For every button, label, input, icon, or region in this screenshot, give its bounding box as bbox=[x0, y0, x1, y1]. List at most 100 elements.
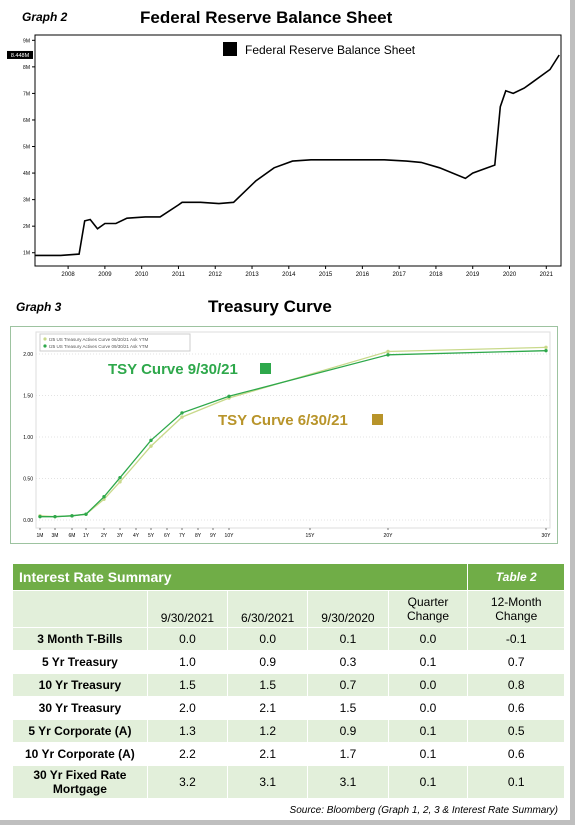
table-cell: 0.6 bbox=[467, 696, 565, 720]
plot-area bbox=[35, 331, 551, 529]
table-row: 30 Yr Treasury 2.0 2.1 1.5 0.0 0.6 bbox=[12, 696, 565, 720]
table-cell: 0.9 bbox=[227, 650, 309, 674]
curve-point-jun bbox=[180, 415, 184, 419]
x-tick-label: 5Y bbox=[148, 533, 155, 539]
legend-label: I25 US Treasury Actives Curve 06/30/21 A… bbox=[49, 337, 148, 342]
x-tick-label: 2012 bbox=[209, 272, 223, 278]
curve-point-jun bbox=[544, 345, 548, 350]
column-header bbox=[12, 590, 148, 628]
y-tick-label: 1.50 bbox=[23, 394, 33, 400]
x-tick-label: 2009 bbox=[98, 272, 112, 278]
last-value-tag bbox=[7, 50, 33, 59]
source-note: Source: Bloomberg (Graph 1, 2, 3 & Inter… bbox=[289, 805, 558, 816]
x-tick-label: 9Y bbox=[210, 533, 217, 539]
curve-point-sep bbox=[118, 475, 122, 480]
x-tick-label: 10Y bbox=[225, 533, 235, 539]
table-row: 3 Month T-Bills 0.0 0.0 0.1 0.0 -0.1 bbox=[12, 627, 565, 651]
table-cell: 2.1 bbox=[227, 696, 309, 720]
x-tick-label: 2010 bbox=[135, 272, 149, 278]
table-cell: 0.1 bbox=[387, 742, 469, 766]
table-cell: 0.0 bbox=[146, 627, 229, 651]
x-tick-label: 6M bbox=[69, 533, 76, 539]
row-label: 10 Yr Corporate (A) bbox=[12, 742, 148, 766]
x-tick-label: 1M bbox=[37, 533, 44, 539]
x-tick-label: 2017 bbox=[392, 272, 406, 278]
table-cell: 0.8 bbox=[467, 673, 565, 697]
legend-label: Federal Reserve Balance Sheet bbox=[245, 43, 416, 57]
table-cell: 1.5 bbox=[146, 673, 229, 697]
table-cell: 0.5 bbox=[467, 719, 565, 743]
x-tick-label: 2020 bbox=[503, 272, 517, 278]
table-tag: Table 2 bbox=[467, 563, 565, 591]
x-tick-label: 4Y bbox=[133, 533, 140, 539]
x-tick-label: 2015 bbox=[319, 272, 333, 278]
table-cell: 2.2 bbox=[146, 742, 229, 766]
table-cell: 0.6 bbox=[467, 742, 565, 766]
curve-point-sep bbox=[180, 411, 184, 415]
table-cell: 3.1 bbox=[227, 765, 309, 799]
column-header: Quarter Change bbox=[387, 590, 469, 628]
table-cell: 0.0 bbox=[227, 627, 309, 651]
x-tick-label: 8Y bbox=[195, 533, 202, 539]
column-header: 6/30/2021 bbox=[227, 590, 309, 628]
curve-point-sep bbox=[38, 514, 42, 519]
x-tick-label: 20Y bbox=[384, 533, 394, 539]
row-label: 30 Yr Treasury bbox=[12, 696, 148, 720]
table-row: 10 Yr Treasury 1.5 1.5 0.7 0.0 0.8 bbox=[12, 673, 565, 697]
y-tick-label: 1.00 bbox=[23, 435, 33, 441]
table-cell: 1.5 bbox=[307, 696, 389, 720]
legend-box bbox=[39, 333, 191, 352]
table-cell: 1.5 bbox=[227, 673, 309, 697]
table-cell: -0.1 bbox=[467, 627, 565, 651]
table-cell: 0.7 bbox=[307, 673, 389, 697]
table-cell: 0.7 bbox=[467, 650, 565, 674]
x-tick-label: 2008 bbox=[61, 272, 75, 278]
table-cell: 3.1 bbox=[307, 765, 389, 799]
table-cell: 1.7 bbox=[307, 742, 389, 766]
x-tick-label: 3M bbox=[52, 533, 59, 539]
x-tick-label: 2014 bbox=[282, 272, 296, 278]
table-title: Interest Rate Summary bbox=[11, 563, 469, 591]
x-tick-label: 6Y bbox=[164, 533, 171, 539]
y-tick-label: 1M bbox=[23, 251, 30, 257]
curve-point-sep bbox=[70, 514, 74, 518]
y-tick-label: 3M bbox=[23, 198, 30, 204]
graph3-title: Treasury Curve bbox=[208, 297, 332, 316]
legend-marker bbox=[43, 344, 47, 348]
x-tick-label: 2011 bbox=[172, 272, 186, 278]
y-tick-label: 5M bbox=[23, 145, 30, 151]
table-cell: 0.0 bbox=[387, 696, 469, 720]
row-label: 10 Yr Treasury bbox=[12, 673, 148, 697]
legend-swatch bbox=[223, 42, 237, 56]
graph2-title: Federal Reserve Balance Sheet bbox=[140, 8, 393, 27]
x-tick-label: 3Y bbox=[117, 533, 124, 539]
table-row: 10 Yr Corporate (A) 2.2 2.1 1.7 0.1 0.6 bbox=[12, 742, 565, 766]
x-tick-label: 2Y bbox=[101, 533, 108, 539]
x-tick-label: 15Y bbox=[306, 533, 316, 539]
curve-point-sep bbox=[227, 394, 231, 399]
table-cell: 0.3 bbox=[307, 650, 389, 674]
table-cell: 3.2 bbox=[146, 765, 229, 799]
y-tick-label: 8M bbox=[23, 65, 30, 71]
table-cell: 1.3 bbox=[146, 719, 229, 743]
curve-point-jun bbox=[149, 444, 153, 448]
row-label: 5 Yr Treasury bbox=[12, 650, 148, 674]
table-row: 30 Yr Fixed Rate Mortgage 3.2 3.1 3.1 0.1 0.1 bbox=[12, 765, 565, 799]
graph3-label: Graph 3 bbox=[16, 300, 62, 314]
table-cell: 0.9 bbox=[307, 719, 389, 743]
curve-point-jun bbox=[386, 349, 390, 354]
table-cell: 2.0 bbox=[146, 696, 229, 720]
table-cell: 0.1 bbox=[387, 719, 469, 743]
x-tick-label: 2018 bbox=[429, 272, 443, 278]
table-cell: 2.1 bbox=[227, 742, 309, 766]
y-tick-label: 0.00 bbox=[23, 518, 33, 524]
x-tick-label: 2019 bbox=[466, 272, 480, 278]
x-tick-label: 2013 bbox=[245, 272, 259, 278]
x-tick-label: 1Y bbox=[83, 533, 90, 539]
y-tick-label: 6M bbox=[23, 118, 30, 124]
table-cell: 1.0 bbox=[146, 650, 229, 674]
column-header: 9/30/2020 bbox=[307, 590, 389, 628]
last-value-tag-text: 8.448M bbox=[11, 53, 30, 59]
annotation-sep-label: TSY Curve 9/30/21 bbox=[108, 361, 238, 378]
